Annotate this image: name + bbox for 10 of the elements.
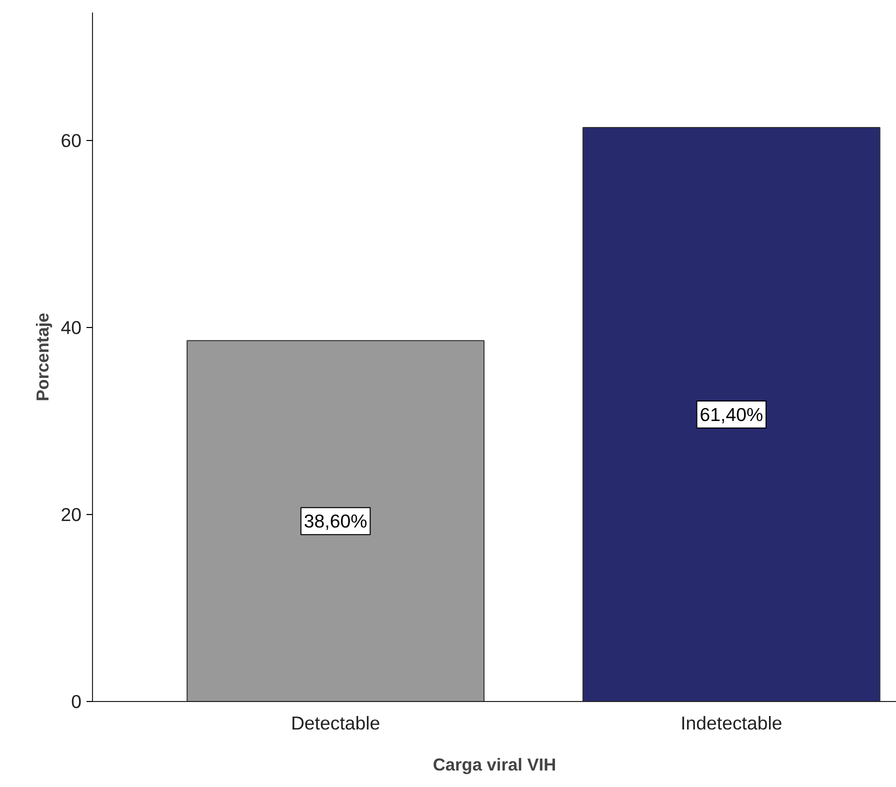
x-tick-label: Detectable (290, 712, 380, 734)
data-label: 38,60% (304, 510, 368, 532)
y-axis-title: Porcentaje (32, 312, 53, 402)
data-label: 61,40% (700, 404, 764, 425)
x-axis-title: Carga viral VIH (432, 754, 556, 774)
y-tick-label: 60 (60, 130, 82, 152)
y-tick-label: 40 (60, 317, 82, 338)
y-tick-label: 0 (71, 691, 82, 712)
x-tick-label: Indetectable (680, 712, 782, 734)
y-tick-label: 20 (60, 504, 82, 526)
